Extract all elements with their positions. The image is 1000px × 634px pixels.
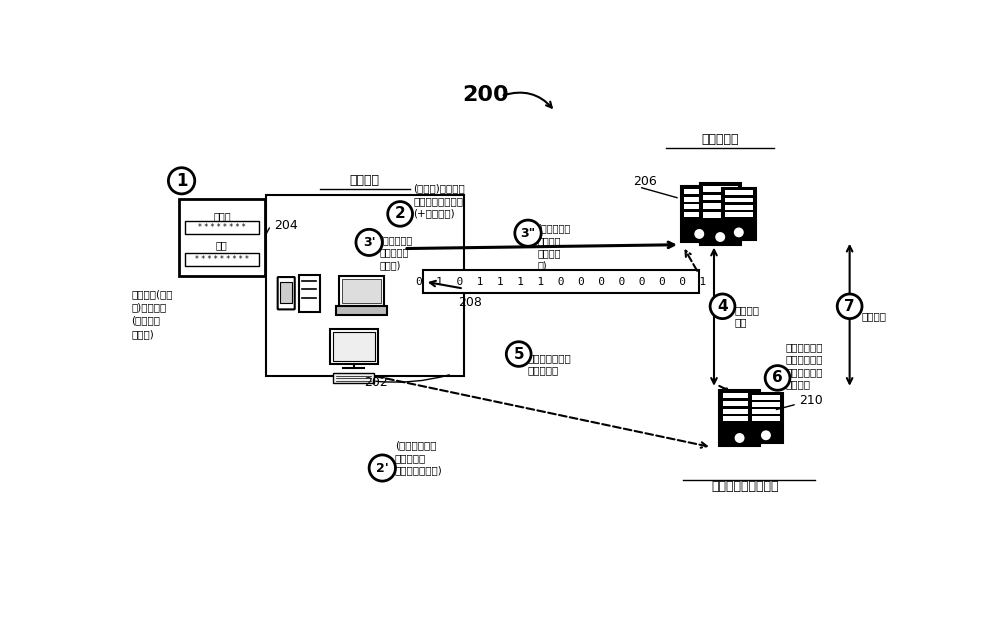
Text: 206: 206 bbox=[633, 174, 657, 188]
Circle shape bbox=[356, 230, 382, 256]
FancyBboxPatch shape bbox=[278, 277, 295, 309]
Text: 1: 1 bbox=[176, 172, 187, 190]
FancyBboxPatch shape bbox=[342, 278, 381, 303]
Text: * * * * * * * *: * * * * * * * * bbox=[198, 223, 246, 232]
FancyBboxPatch shape bbox=[722, 188, 756, 240]
FancyBboxPatch shape bbox=[266, 195, 464, 375]
FancyBboxPatch shape bbox=[684, 205, 715, 209]
Text: 用户输入(旧或
新)登录信息
(用户名、
密码等): 用户输入(旧或 新)登录信息 (用户名、 密码等) bbox=[131, 289, 173, 339]
FancyBboxPatch shape bbox=[752, 417, 780, 421]
Circle shape bbox=[762, 431, 770, 439]
FancyBboxPatch shape bbox=[723, 393, 757, 398]
FancyBboxPatch shape bbox=[179, 198, 264, 276]
Text: 3': 3' bbox=[363, 236, 375, 249]
FancyBboxPatch shape bbox=[423, 270, 698, 293]
Text: 202: 202 bbox=[364, 375, 387, 389]
Text: 根据新登录信
息和行为度量
数据重新训练
用户简档: 根据新登录信 息和行为度量 数据重新训练 用户简档 bbox=[785, 342, 823, 389]
Text: 7: 7 bbox=[844, 299, 855, 314]
FancyBboxPatch shape bbox=[333, 373, 374, 382]
FancyBboxPatch shape bbox=[752, 410, 780, 414]
Text: 2': 2' bbox=[376, 462, 389, 474]
Text: (加密的)登录凭证
发送到企业服务器
(+行为度量): (加密的)登录凭证 发送到企业服务器 (+行为度量) bbox=[413, 183, 465, 218]
FancyBboxPatch shape bbox=[723, 417, 757, 421]
Text: 208: 208 bbox=[458, 296, 482, 309]
FancyBboxPatch shape bbox=[723, 401, 757, 406]
Text: 接受新散列计算
的登录信息: 接受新散列计算 的登录信息 bbox=[528, 353, 572, 375]
Circle shape bbox=[716, 233, 724, 242]
Text: 2: 2 bbox=[395, 207, 406, 221]
FancyBboxPatch shape bbox=[185, 253, 259, 266]
Circle shape bbox=[735, 434, 744, 443]
FancyBboxPatch shape bbox=[749, 393, 783, 443]
Text: 200: 200 bbox=[462, 84, 509, 105]
Circle shape bbox=[168, 168, 195, 194]
FancyBboxPatch shape bbox=[339, 276, 384, 306]
FancyBboxPatch shape bbox=[299, 275, 320, 312]
FancyBboxPatch shape bbox=[700, 183, 741, 245]
FancyBboxPatch shape bbox=[703, 204, 738, 209]
Circle shape bbox=[506, 342, 531, 366]
Text: 6: 6 bbox=[772, 370, 783, 385]
FancyBboxPatch shape bbox=[280, 282, 292, 303]
Circle shape bbox=[695, 230, 704, 238]
Circle shape bbox=[735, 228, 743, 236]
FancyBboxPatch shape bbox=[333, 332, 375, 361]
Text: 4: 4 bbox=[717, 299, 728, 314]
Text: 用户名: 用户名 bbox=[213, 211, 231, 221]
Circle shape bbox=[765, 366, 790, 391]
FancyBboxPatch shape bbox=[336, 306, 387, 314]
FancyBboxPatch shape bbox=[703, 186, 738, 191]
FancyBboxPatch shape bbox=[723, 408, 757, 413]
Circle shape bbox=[710, 294, 735, 319]
FancyBboxPatch shape bbox=[703, 195, 738, 200]
Text: (由企业服务
器散列计
算登录信
息): (由企业服务 器散列计 算登录信 息) bbox=[537, 223, 571, 271]
Text: 5: 5 bbox=[513, 347, 524, 361]
FancyBboxPatch shape bbox=[719, 391, 760, 446]
Circle shape bbox=[837, 294, 862, 319]
Text: 企业服务器: 企业服务器 bbox=[701, 133, 739, 146]
FancyBboxPatch shape bbox=[725, 198, 753, 202]
FancyBboxPatch shape bbox=[725, 190, 753, 195]
FancyBboxPatch shape bbox=[752, 403, 780, 407]
Text: 3": 3" bbox=[520, 227, 536, 240]
FancyBboxPatch shape bbox=[185, 221, 259, 234]
FancyBboxPatch shape bbox=[725, 205, 753, 210]
Text: 210: 210 bbox=[799, 394, 823, 407]
Text: 成功登录
指示: 成功登录 指示 bbox=[734, 305, 759, 328]
Text: 行为评分: 行为评分 bbox=[861, 311, 886, 321]
Text: 204: 204 bbox=[274, 219, 298, 232]
FancyBboxPatch shape bbox=[684, 189, 715, 194]
Circle shape bbox=[369, 455, 395, 481]
FancyBboxPatch shape bbox=[684, 197, 715, 202]
Circle shape bbox=[388, 202, 413, 226]
Text: 密码: 密码 bbox=[216, 240, 228, 250]
Circle shape bbox=[515, 220, 541, 246]
Text: 用户设备: 用户设备 bbox=[350, 174, 380, 187]
Text: (由用户设备
散列计算登
录信息): (由用户设备 散列计算登 录信息) bbox=[379, 235, 412, 270]
FancyBboxPatch shape bbox=[330, 328, 378, 364]
Text: 0  1  0  1  1  1  1  0  0  0  0  0  0  0  1: 0 1 0 1 1 1 1 0 0 0 0 0 0 0 1 bbox=[416, 276, 706, 287]
FancyBboxPatch shape bbox=[703, 212, 738, 217]
Text: * * * * * * * * *: * * * * * * * * * bbox=[195, 256, 249, 264]
Text: 行为生物识别服务器: 行为生物识别服务器 bbox=[711, 479, 779, 493]
FancyBboxPatch shape bbox=[684, 212, 715, 217]
FancyBboxPatch shape bbox=[752, 396, 780, 400]
Text: (行为度量数据
发送到行为
生物识别服务器): (行为度量数据 发送到行为 生物识别服务器) bbox=[395, 441, 442, 476]
FancyBboxPatch shape bbox=[725, 212, 753, 217]
FancyBboxPatch shape bbox=[681, 186, 718, 242]
